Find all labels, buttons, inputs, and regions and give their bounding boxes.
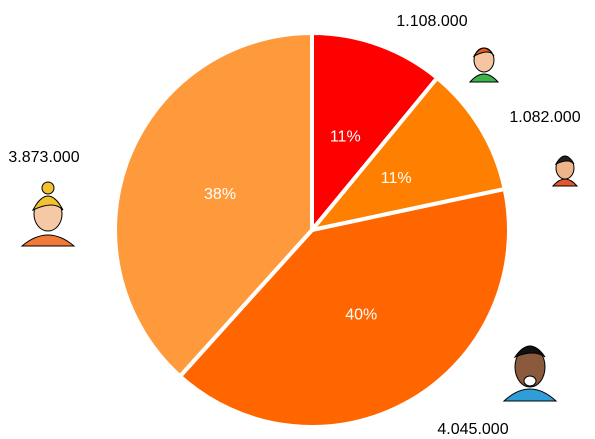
percent-label: 40% [345, 307, 377, 324]
chart: 11% 1.108.000 11% 1.082.000 40% 4.045.000 38% 3… [0, 0, 595, 439]
percent-label: 38% [204, 186, 236, 203]
person-icon [504, 346, 556, 401]
percent-label: 11% [381, 170, 412, 187]
person-icon [470, 48, 498, 82]
person-icon [22, 182, 74, 246]
percent-label: 11% [330, 129, 361, 146]
value-label: 3.873.000 [8, 149, 79, 166]
value-label: 1.082.000 [509, 109, 580, 126]
value-label: 1.108.000 [396, 13, 467, 30]
person-icon [553, 156, 577, 186]
value-label: 4.045.000 [437, 421, 508, 438]
